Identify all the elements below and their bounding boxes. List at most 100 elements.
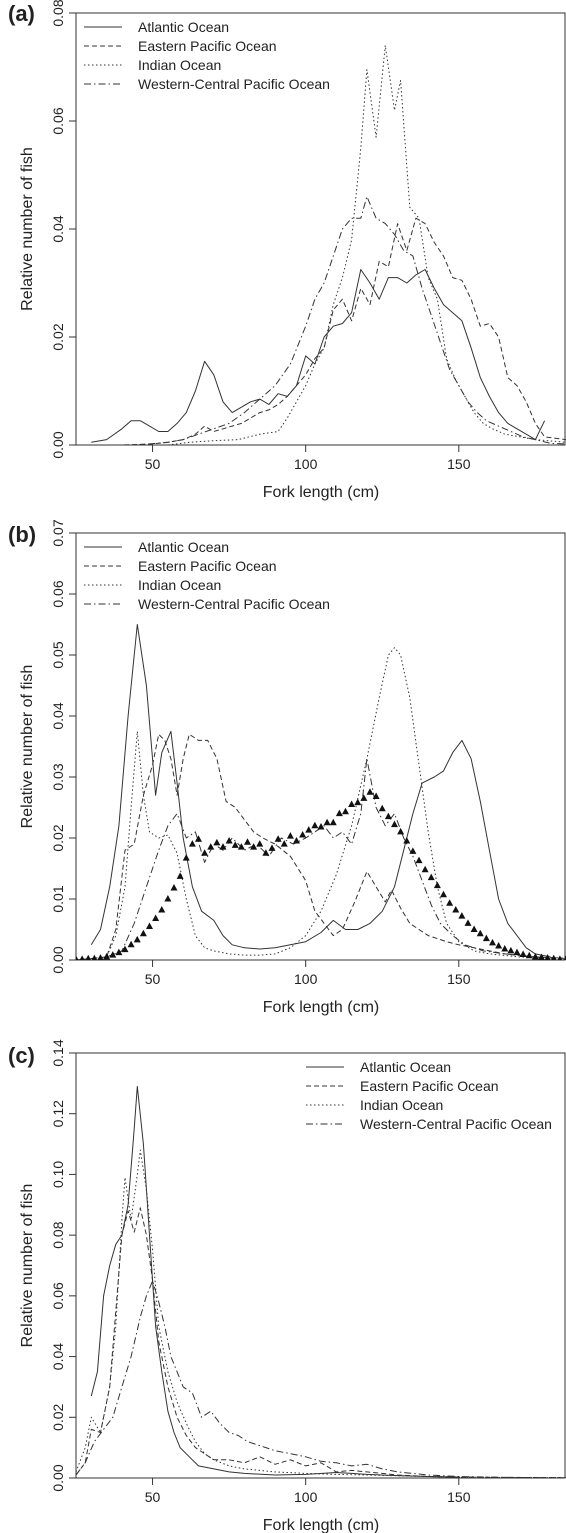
series-line-eastern-pacific-ocean bbox=[76, 733, 566, 960]
triangle-marker bbox=[538, 953, 545, 960]
series-line-indian-ocean bbox=[76, 647, 566, 960]
triangle-marker bbox=[133, 935, 141, 943]
y-tick-label: 0.02 bbox=[50, 824, 66, 851]
triangle-marker bbox=[476, 929, 484, 937]
triangle-marker bbox=[366, 788, 374, 795]
triangle-marker bbox=[305, 826, 313, 833]
triangle-marker bbox=[91, 954, 98, 960]
triangle-marker bbox=[139, 929, 147, 937]
triangle-marker bbox=[152, 914, 160, 922]
triangle-marker bbox=[76, 955, 79, 960]
y-tick-label: 0.07 bbox=[50, 519, 66, 546]
triangle-marker bbox=[237, 843, 245, 850]
triangle-marker bbox=[397, 827, 405, 835]
legend-label: Atlantic Ocean bbox=[138, 539, 229, 555]
legend-label: Indian Ocean bbox=[138, 577, 221, 593]
x-tick-label: 150 bbox=[447, 1489, 471, 1505]
series-line-western-central-pacific-ocean bbox=[76, 196, 566, 445]
triangle-marker bbox=[268, 844, 276, 851]
x-axis-title: Fork length (cm) bbox=[263, 484, 379, 501]
triangle-marker bbox=[262, 849, 270, 856]
triangle-marker bbox=[557, 955, 563, 960]
series-group bbox=[76, 1085, 566, 1478]
triangle-marker bbox=[452, 905, 460, 913]
panel-label: (c) bbox=[8, 1043, 35, 1068]
y-tick-label: 0.06 bbox=[50, 1282, 66, 1309]
y-tick-label: 0.06 bbox=[50, 580, 66, 607]
y-tick-label: 0.04 bbox=[50, 1343, 66, 1370]
triangle-marker bbox=[250, 843, 258, 850]
plot-frame bbox=[75, 532, 566, 961]
triangle-marker bbox=[403, 837, 411, 844]
y-axis-title: Relative number of fish bbox=[19, 665, 36, 829]
x-tick-label: 100 bbox=[294, 1489, 318, 1505]
triangle-marker bbox=[335, 809, 343, 817]
triangle-marker bbox=[244, 838, 251, 845]
legend-label: Western-Central Pacific Ocean bbox=[138, 76, 330, 92]
x-tick-label: 150 bbox=[447, 971, 471, 987]
series-line-indian-ocean bbox=[76, 1149, 566, 1478]
legend-label: Western-Central Pacific Ocean bbox=[360, 1116, 552, 1132]
triangle-marker bbox=[458, 912, 466, 919]
triangle-marker bbox=[103, 952, 111, 960]
triangle-marker bbox=[225, 837, 233, 844]
triangle-marker bbox=[525, 951, 533, 959]
triangle-marker bbox=[280, 840, 288, 847]
triangle-marker bbox=[311, 821, 319, 829]
triangle-marker bbox=[391, 820, 398, 828]
triangle-marker bbox=[97, 954, 104, 960]
y-axis-title: Relative number of fish bbox=[19, 147, 36, 311]
triangle-marker bbox=[360, 794, 368, 801]
series-line-eastern-pacific-ocean bbox=[76, 217, 566, 445]
triangle-marker bbox=[482, 934, 490, 942]
triangle-marker bbox=[127, 940, 135, 948]
triangle-marker bbox=[299, 830, 307, 838]
triangle-marker bbox=[146, 922, 153, 929]
y-tick-label: 0.12 bbox=[50, 1100, 66, 1127]
panel-label: (b) bbox=[8, 522, 36, 547]
x-tick-label: 100 bbox=[294, 971, 318, 987]
series-line-indian-ocean bbox=[76, 44, 566, 445]
triangle-marker bbox=[121, 945, 129, 953]
legend-label: Atlantic Ocean bbox=[138, 19, 229, 35]
x-tick-label: 100 bbox=[294, 456, 318, 472]
triangle-marker bbox=[354, 798, 362, 806]
triangle-marker bbox=[372, 792, 380, 800]
y-tick-label: 0.02 bbox=[50, 1403, 66, 1430]
y-tick-label: 0.00 bbox=[50, 1464, 66, 1491]
y-tick-label: 0.00 bbox=[50, 431, 66, 458]
series-line-atlantic-ocean bbox=[90, 624, 551, 958]
triangle-marker bbox=[195, 835, 202, 842]
x-tick-label: 50 bbox=[145, 971, 161, 987]
y-tick-label: 0.08 bbox=[50, 1221, 66, 1248]
triangle-marker bbox=[563, 955, 566, 960]
y-tick-label: 0.00 bbox=[50, 946, 66, 973]
series-group bbox=[76, 624, 566, 960]
triangle-marker bbox=[446, 899, 454, 906]
triangle-marker bbox=[470, 925, 478, 932]
legend-label: Indian Ocean bbox=[138, 57, 221, 73]
chart-panel-c: (c) 50 100 150 0.00 0.02 0.04 0.06 0.08 0.10 0.12 0… bbox=[8, 1039, 566, 1533]
triangle-marker bbox=[544, 954, 551, 960]
triangle-marker bbox=[207, 843, 215, 850]
y-axis-title: Relative number of fish bbox=[19, 1184, 36, 1348]
triangle-marker bbox=[519, 950, 527, 958]
series-line-western-central-pacific-ocean bbox=[76, 758, 566, 960]
series-line-atlantic-ocean bbox=[91, 269, 546, 443]
triangle-marker bbox=[201, 849, 209, 856]
triangle-marker bbox=[489, 938, 496, 946]
series-line-western-central-pacific-ocean bbox=[76, 1280, 566, 1478]
triangle-marker bbox=[164, 895, 172, 902]
triangle-marker bbox=[323, 818, 331, 826]
triangle-marker bbox=[286, 832, 294, 839]
y-tick-label: 0.03 bbox=[50, 763, 66, 790]
chart-panel-a: (a) 50 100 150 0.00 0.02 0.04 0.06 0.08 Fork leng… bbox=[8, 0, 566, 501]
triangle-marker bbox=[109, 951, 117, 958]
triangle-marker bbox=[342, 807, 349, 815]
x-tick-label: 50 bbox=[145, 1489, 161, 1505]
triangle-marker bbox=[85, 954, 92, 960]
triangle-marker bbox=[115, 948, 123, 956]
x-axis-title: Fork length (cm) bbox=[263, 999, 379, 1016]
triangle-marker bbox=[188, 840, 196, 847]
triangle-marker bbox=[219, 843, 227, 850]
